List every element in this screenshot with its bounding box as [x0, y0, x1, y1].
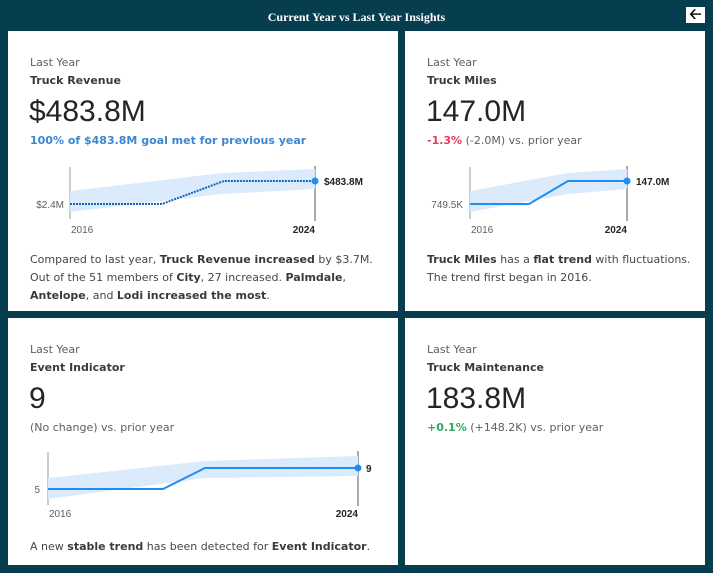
- card-truck-miles: Last Year Truck Miles 147.0M -1.3% (-2.0…: [405, 31, 705, 311]
- trend-line: [48, 467, 358, 490]
- confidence-band: [70, 169, 315, 212]
- card-truck-revenue: Last Year Truck Revenue $483.8M 100% of …: [8, 31, 398, 311]
- end-value-label: 147.0M: [636, 177, 669, 188]
- trend-line: [470, 180, 627, 205]
- arrow-left-icon[interactable]: 🡠: [686, 7, 705, 23]
- start-value-label: 749.5K: [431, 200, 463, 211]
- header: Current Year vs Last Year Insights 🡠: [0, 0, 713, 30]
- x-end-label: 2024: [336, 509, 359, 520]
- goal-text: 100% of $483.8M goal met for previous ye…: [30, 134, 307, 147]
- metric-value: $483.8M: [29, 95, 146, 128]
- end-point: [311, 177, 319, 185]
- card-truck-maintenance: Last Year Truck Maintenance 183.8M +0.1%…: [405, 318, 705, 565]
- metric-name: Event Indicator: [30, 361, 125, 374]
- change-text: (No change) vs. prior year: [30, 421, 175, 434]
- narrative: Truck Miles has a flat trend with fluctu…: [427, 253, 691, 284]
- period-label: Last Year: [427, 343, 477, 356]
- sparkline: $2.4M $483.8M 2016 2024: [36, 166, 363, 236]
- metric-name: Truck Miles: [427, 74, 497, 87]
- narrative: A new stable trend has been detected for…: [30, 540, 371, 553]
- metric-name: Truck Revenue: [30, 74, 121, 87]
- metric-value: 147.0M: [426, 95, 527, 128]
- end-value-label: 9: [366, 464, 372, 475]
- period-label: Last Year: [30, 56, 80, 69]
- narrative: Compared to last year, Truck Revenue inc…: [30, 253, 373, 302]
- sparkline: 749.5K 147.0M 2016 2024: [431, 166, 669, 236]
- trend-line: [70, 180, 315, 205]
- metric-value: 183.8M: [426, 382, 527, 415]
- confidence-band: [470, 169, 627, 212]
- start-value-label: $2.4M: [36, 200, 64, 211]
- start-value-label: 5: [34, 485, 40, 496]
- x-start-label: 2016: [71, 225, 94, 236]
- end-value-label: $483.8M: [324, 177, 363, 188]
- end-point: [623, 177, 631, 185]
- period-label: Last Year: [30, 343, 80, 356]
- sparkline: 5 9 2016 2024: [34, 451, 372, 520]
- metric-name: Truck Maintenance: [427, 361, 544, 374]
- change-text: +0.1% (+148.2K) vs. prior year: [427, 421, 604, 434]
- x-end-label: 2024: [293, 225, 316, 236]
- change-text: -1.3% (-2.0M) vs. prior year: [427, 134, 582, 147]
- page-title: Current Year vs Last Year Insights: [267, 10, 446, 24]
- period-label: Last Year: [427, 56, 477, 69]
- metric-value: 9: [29, 382, 46, 415]
- x-start-label: 2016: [49, 509, 72, 520]
- x-start-label: 2016: [471, 225, 494, 236]
- end-point: [354, 464, 362, 472]
- card-event-indicator: Last Year Event Indicator 9 (No change) …: [8, 318, 398, 565]
- confidence-band: [48, 456, 358, 499]
- x-end-label: 2024: [605, 225, 628, 236]
